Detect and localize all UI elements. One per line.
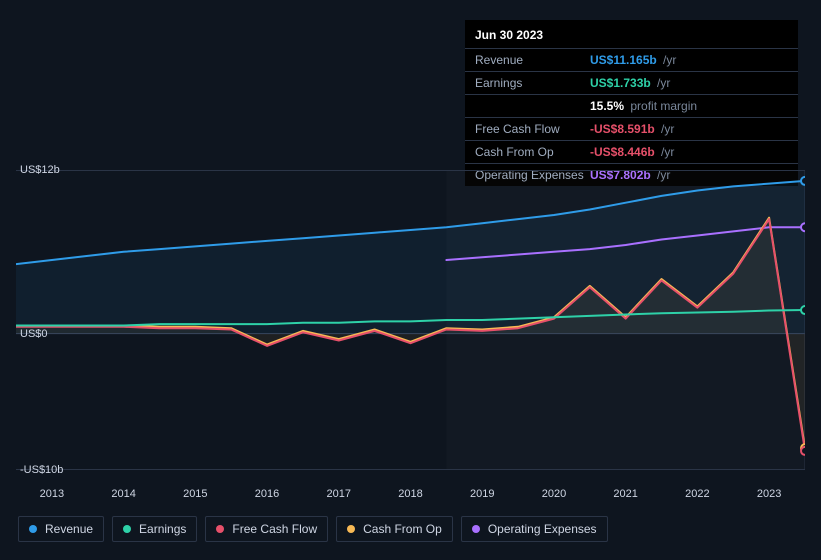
tooltip-row: EarningsUS$1.733b /yr	[465, 71, 798, 94]
legend-label: Free Cash Flow	[232, 522, 317, 536]
series-marker	[801, 306, 805, 314]
legend-dot	[347, 525, 355, 533]
x-tick: 2014	[111, 488, 135, 500]
legend-dot	[123, 525, 131, 533]
legend-item[interactable]: Free Cash Flow	[205, 516, 328, 542]
legend-label: Cash From Op	[363, 522, 442, 536]
legend-dot	[29, 525, 37, 533]
tooltip-row-value: -US$8.446b /yr	[590, 145, 674, 159]
x-axis: 2013 2014 2015 2016 2017 2018 2019 2020 2021 2022…	[0, 480, 821, 500]
y-tick: -US$10b	[20, 464, 63, 476]
tooltip-row-value: -US$8.591b /yr	[590, 122, 674, 136]
series-marker	[801, 177, 805, 185]
tooltip-row-label	[475, 99, 590, 113]
chart-root: Jun 30 2023 RevenueUS$11.165b /yrEarning…	[0, 0, 821, 560]
x-tick: 2015	[183, 488, 207, 500]
tooltip-row-value: 15.5% profit margin	[590, 99, 697, 113]
x-tick: 2022	[685, 488, 709, 500]
legend-dot	[472, 525, 480, 533]
legend-item[interactable]: Revenue	[18, 516, 104, 542]
legend-item[interactable]: Cash From Op	[336, 516, 453, 542]
tooltip-date: Jun 30 2023	[465, 20, 798, 48]
x-tick: 2021	[613, 488, 637, 500]
chart[interactable]: US$0US$12b-US$10b 2013201420152016201720…	[0, 160, 821, 500]
tooltip-row-label: Cash From Op	[475, 145, 590, 159]
legend-label: Operating Expenses	[488, 522, 597, 536]
plot-svg	[16, 170, 805, 470]
legend: Revenue Earnings Free Cash Flow Cash From O…	[18, 516, 608, 542]
tooltip-row-label: Free Cash Flow	[475, 122, 590, 136]
plot-area[interactable]	[16, 170, 805, 470]
tooltip-row: 15.5% profit margin	[465, 94, 798, 117]
tooltip-row-label: Revenue	[475, 53, 590, 67]
y-tick: US$12b	[20, 164, 60, 176]
tooltip-row: RevenueUS$11.165b /yr	[465, 48, 798, 71]
x-tick: 2013	[40, 488, 64, 500]
x-tick: 2016	[255, 488, 279, 500]
tooltip-row-label: Earnings	[475, 76, 590, 90]
legend-item[interactable]: Earnings	[112, 516, 197, 542]
y-tick: US$0	[20, 328, 48, 340]
legend-item[interactable]: Operating Expenses	[461, 516, 608, 542]
x-tick: 2019	[470, 488, 494, 500]
x-tick: 2023	[757, 488, 781, 500]
legend-label: Earnings	[139, 522, 186, 536]
x-tick: 2020	[542, 488, 566, 500]
x-tick: 2018	[398, 488, 422, 500]
tooltip-row-value: US$11.165b /yr	[590, 53, 676, 67]
legend-label: Revenue	[45, 522, 93, 536]
tooltip-row-value: US$1.733b /yr	[590, 76, 670, 90]
series-marker	[801, 223, 805, 231]
x-tick: 2017	[327, 488, 351, 500]
series-marker	[801, 447, 805, 455]
tooltip-row: Free Cash Flow-US$8.591b /yr	[465, 117, 798, 140]
legend-dot	[216, 525, 224, 533]
